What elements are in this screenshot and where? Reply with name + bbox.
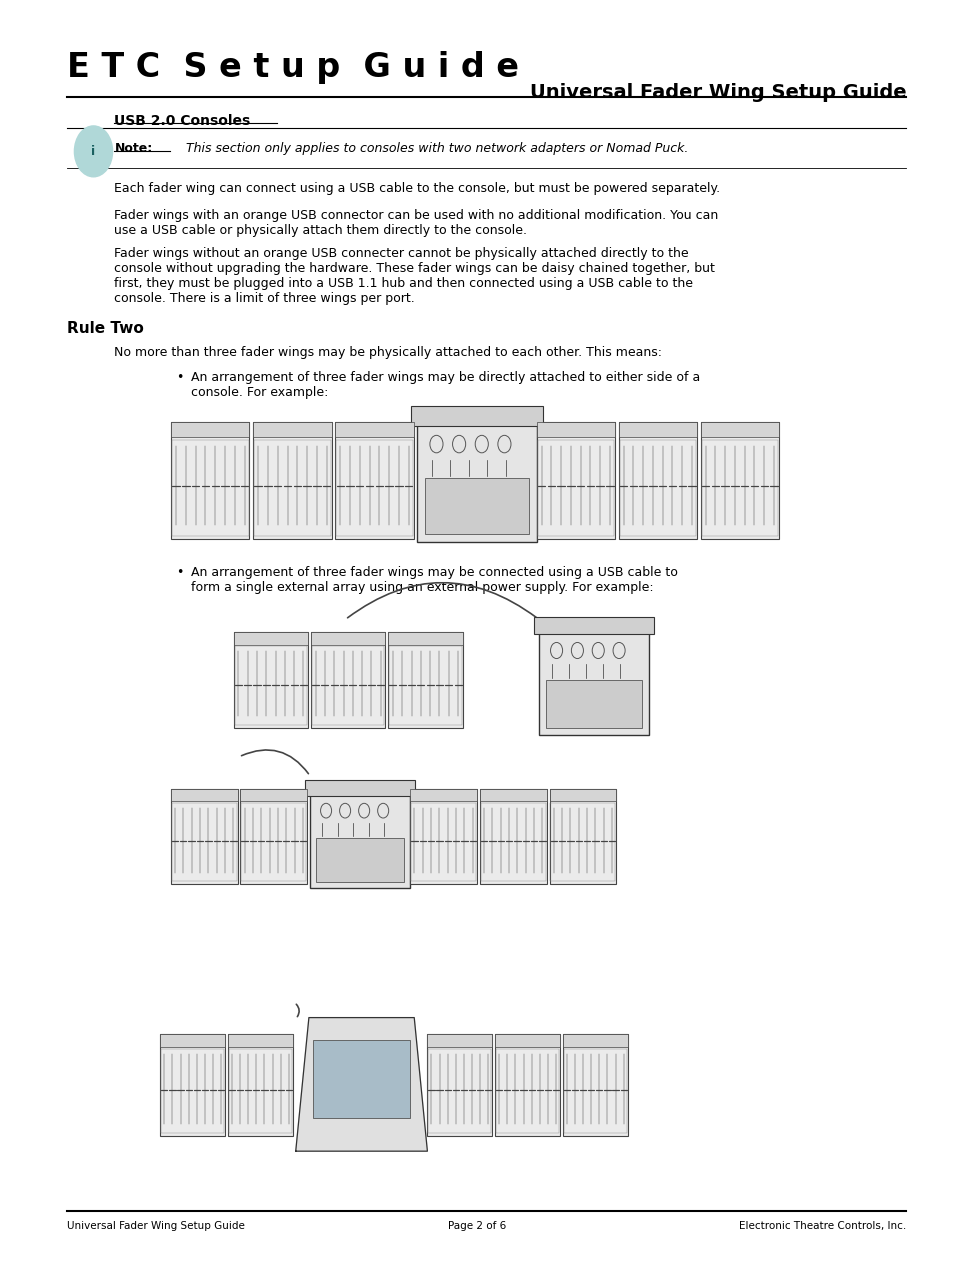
- FancyBboxPatch shape: [228, 1034, 293, 1047]
- FancyBboxPatch shape: [562, 1034, 627, 1136]
- FancyBboxPatch shape: [549, 789, 616, 884]
- FancyBboxPatch shape: [253, 422, 331, 539]
- FancyBboxPatch shape: [410, 789, 476, 801]
- FancyBboxPatch shape: [388, 632, 462, 728]
- FancyBboxPatch shape: [171, 789, 237, 801]
- Text: No more than three fader wings may be physically attached to each other. This me: No more than three fader wings may be ph…: [114, 346, 661, 359]
- FancyBboxPatch shape: [315, 838, 404, 881]
- Text: Electronic Theatre Controls, Inc.: Electronic Theatre Controls, Inc.: [739, 1221, 905, 1231]
- FancyBboxPatch shape: [427, 1034, 492, 1136]
- FancyBboxPatch shape: [618, 422, 696, 438]
- Polygon shape: [295, 1018, 427, 1151]
- FancyBboxPatch shape: [310, 784, 410, 888]
- FancyBboxPatch shape: [313, 1040, 410, 1118]
- FancyBboxPatch shape: [240, 789, 307, 801]
- FancyBboxPatch shape: [253, 422, 331, 438]
- FancyBboxPatch shape: [538, 621, 648, 735]
- FancyBboxPatch shape: [228, 1034, 293, 1136]
- FancyBboxPatch shape: [479, 789, 546, 801]
- Text: USB 2.0 Consoles: USB 2.0 Consoles: [114, 114, 251, 128]
- FancyBboxPatch shape: [411, 406, 542, 426]
- Text: Note:: Note:: [114, 142, 152, 155]
- FancyBboxPatch shape: [618, 422, 696, 539]
- Text: i: i: [91, 145, 95, 158]
- FancyBboxPatch shape: [305, 781, 415, 796]
- FancyBboxPatch shape: [171, 422, 250, 438]
- FancyBboxPatch shape: [240, 789, 307, 884]
- FancyBboxPatch shape: [536, 422, 614, 438]
- FancyBboxPatch shape: [410, 789, 476, 884]
- FancyBboxPatch shape: [549, 789, 616, 801]
- FancyBboxPatch shape: [335, 422, 414, 539]
- FancyBboxPatch shape: [160, 1034, 225, 1136]
- FancyBboxPatch shape: [427, 1034, 492, 1047]
- FancyBboxPatch shape: [545, 681, 641, 729]
- Text: An arrangement of three fader wings may be directly attached to either side of a: An arrangement of three fader wings may …: [191, 371, 700, 399]
- FancyBboxPatch shape: [388, 632, 462, 645]
- FancyBboxPatch shape: [160, 1034, 225, 1047]
- FancyBboxPatch shape: [311, 632, 385, 728]
- Text: •: •: [176, 371, 184, 384]
- Text: Fader wings without an orange USB connecter cannot be physically attached direct: Fader wings without an orange USB connec…: [114, 247, 715, 305]
- Text: Universal Fader Wing Setup Guide: Universal Fader Wing Setup Guide: [67, 1221, 244, 1231]
- FancyBboxPatch shape: [533, 617, 654, 635]
- FancyBboxPatch shape: [700, 422, 778, 438]
- FancyBboxPatch shape: [171, 422, 250, 539]
- Text: Page 2 of 6: Page 2 of 6: [447, 1221, 506, 1231]
- Text: Universal Fader Wing Setup Guide: Universal Fader Wing Setup Guide: [529, 83, 905, 102]
- FancyBboxPatch shape: [424, 478, 529, 534]
- Text: Rule Two: Rule Two: [67, 321, 143, 336]
- FancyBboxPatch shape: [233, 632, 308, 645]
- FancyBboxPatch shape: [416, 410, 536, 542]
- Circle shape: [74, 126, 112, 177]
- FancyBboxPatch shape: [311, 632, 385, 645]
- FancyBboxPatch shape: [171, 789, 237, 884]
- FancyBboxPatch shape: [479, 789, 546, 884]
- FancyBboxPatch shape: [335, 422, 414, 438]
- Text: This section only applies to consoles with two network adapters or Nomad Puck.: This section only applies to consoles wi…: [186, 142, 688, 155]
- Text: •: •: [176, 566, 184, 579]
- Text: An arrangement of three fader wings may be connected using a USB cable to
form a: An arrangement of three fader wings may …: [191, 566, 677, 594]
- FancyBboxPatch shape: [495, 1034, 559, 1047]
- Text: Fader wings with an orange USB connector can be used with no additional modifica: Fader wings with an orange USB connector…: [114, 209, 718, 237]
- FancyBboxPatch shape: [562, 1034, 627, 1047]
- FancyBboxPatch shape: [536, 422, 614, 539]
- FancyBboxPatch shape: [700, 422, 778, 539]
- Text: Each fader wing can connect using a USB cable to the console, but must be powere: Each fader wing can connect using a USB …: [114, 182, 720, 195]
- FancyBboxPatch shape: [233, 632, 308, 728]
- FancyBboxPatch shape: [495, 1034, 559, 1136]
- Text: E T C  S e t u p  G u i d e: E T C S e t u p G u i d e: [67, 51, 518, 84]
